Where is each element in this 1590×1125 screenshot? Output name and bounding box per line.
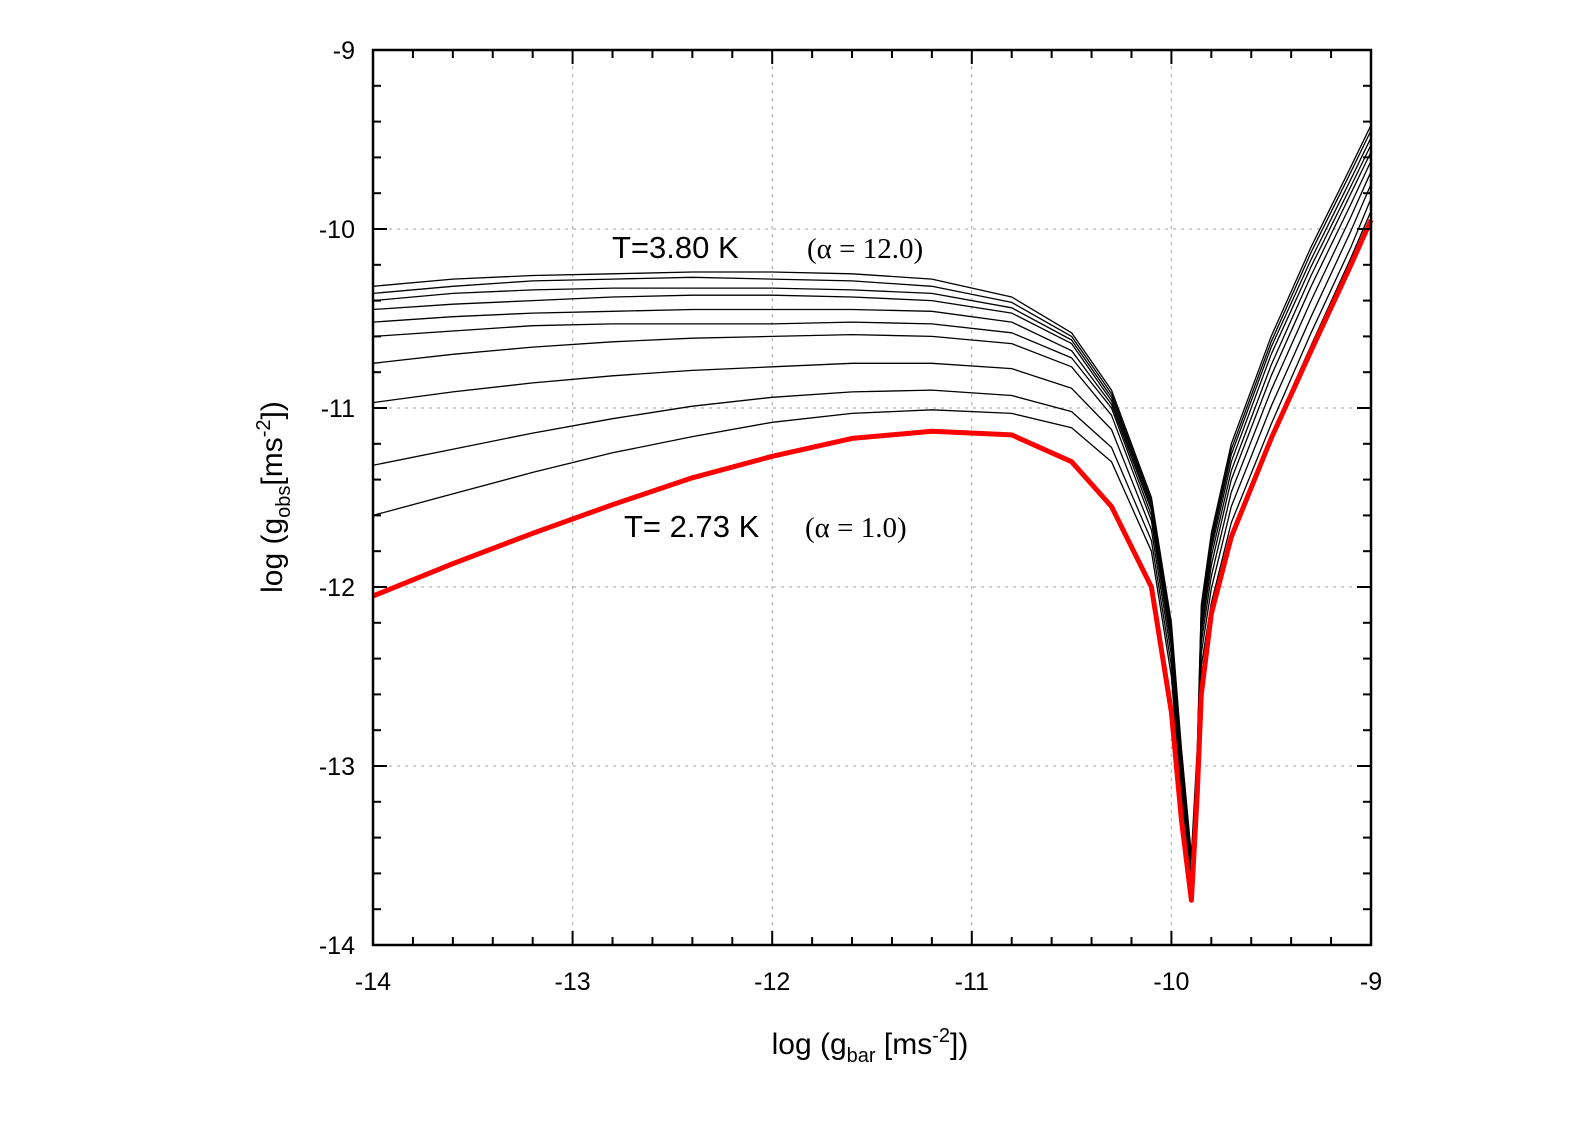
series-line-9 <box>372 198 1372 894</box>
series-line-3 <box>372 137 1372 864</box>
grid <box>373 50 1371 945</box>
series-line-10 <box>372 210 1372 901</box>
x-tick-label: -13 <box>555 968 591 996</box>
annotation-top-alpha: (α = 12.0) <box>807 233 923 265</box>
annotation-top-main: T=3.80 K <box>612 230 739 265</box>
annotation-bottom-main: T= 2.73 K <box>624 509 760 544</box>
y-tick-label: -14 <box>319 932 355 960</box>
x-tick-label: -12 <box>754 968 790 996</box>
annotation-bottom-alpha: (α = 1.0) <box>805 512 907 544</box>
series-line-5 <box>372 151 1372 869</box>
ticks <box>372 49 1372 946</box>
tick-labels: -14 -13 -12 -11 -10 -9 -14 -13 -12 -11 -10 -9 <box>319 37 1382 996</box>
x-axis-title: log (gbar [ms-2]) <box>772 1025 969 1067</box>
plot-frame <box>371 48 1373 947</box>
series-line-4 <box>372 144 1372 866</box>
curves <box>372 124 1374 903</box>
series-line-1 <box>372 124 1372 857</box>
series-line-6 <box>372 160 1372 875</box>
y-tick-label: -9 <box>333 37 355 65</box>
series-line-8 <box>372 184 1372 885</box>
y-tick-label: -11 <box>321 395 355 423</box>
x-tick-label: -11 <box>955 968 989 996</box>
y-tick-label: -12 <box>319 574 355 602</box>
y-tick-label: -10 <box>319 216 355 244</box>
y-axis-title: log (gobs[ms-2]) <box>253 401 295 593</box>
x-tick-label: -14 <box>355 968 391 996</box>
x-tick-label: -10 <box>1153 968 1189 996</box>
x-tick-label: -9 <box>1360 968 1382 996</box>
series-line-t273 <box>372 218 1374 903</box>
y-tick-label: -13 <box>319 753 355 781</box>
series-line-7 <box>372 171 1372 878</box>
